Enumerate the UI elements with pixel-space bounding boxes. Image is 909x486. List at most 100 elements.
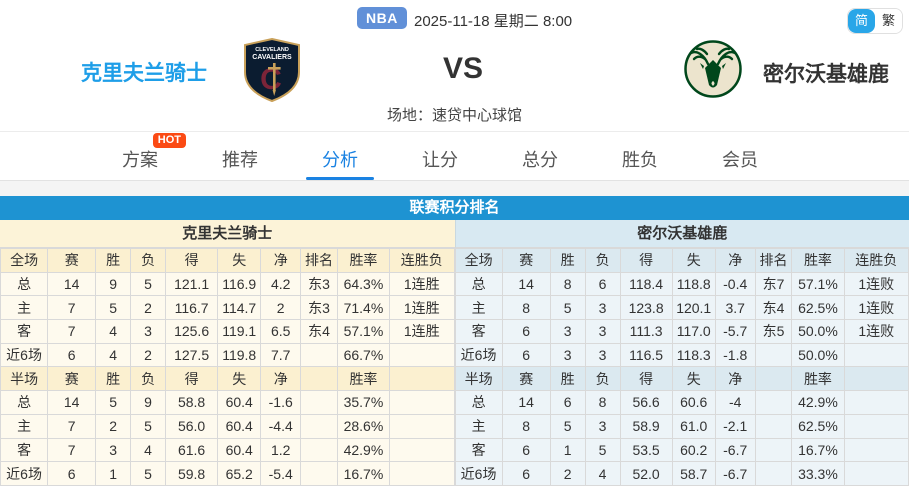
data-cell: 东4 bbox=[754, 295, 793, 321]
standings-away-header: 密尔沃基雄鹿 bbox=[454, 220, 909, 248]
table-header-row: 半场赛胜负得失净 胜率 bbox=[454, 366, 909, 392]
tab-recommend[interactable]: 推荐 bbox=[190, 132, 290, 180]
tab-totals[interactable]: 总分 bbox=[490, 132, 590, 180]
data-cell: 总 bbox=[454, 390, 503, 415]
header-cell: 胜 bbox=[549, 366, 586, 392]
data-cell: 116.7 bbox=[165, 295, 219, 321]
table-row: 主 7 5 2 116.7 114.7 2 东3 71.4% 1连胜 bbox=[0, 295, 455, 321]
data-cell bbox=[300, 413, 338, 439]
data-cell: 东7 bbox=[754, 271, 793, 297]
home-standings-table: 全场赛胜负得失净排名 胜率 连胜负总 14 9 5 121.1 116.9 4.2 东3 64.3%… bbox=[0, 248, 455, 486]
data-cell: 28.6% bbox=[336, 413, 391, 439]
data-cell: 60.2 bbox=[671, 437, 716, 463]
data-cell: 114.7 bbox=[217, 295, 262, 321]
data-cell: 1 bbox=[549, 437, 586, 463]
tab-label: 会员 bbox=[722, 150, 758, 170]
header-cell bbox=[843, 366, 909, 392]
tab-label: 方案 bbox=[122, 150, 158, 170]
header-cell: 负 bbox=[584, 248, 621, 273]
data-cell: 1连胜 bbox=[389, 295, 455, 321]
vs-label: VS bbox=[442, 52, 484, 85]
data-cell: 118.4 bbox=[619, 271, 673, 297]
data-cell: 5 bbox=[130, 271, 167, 297]
header-cell: 负 bbox=[130, 248, 167, 273]
data-cell: 5 bbox=[95, 390, 132, 415]
data-cell bbox=[843, 461, 909, 486]
header-cell: 赛 bbox=[501, 366, 551, 392]
lang-simplified-button[interactable]: 简 bbox=[848, 9, 875, 33]
league-badge: NBA bbox=[357, 7, 407, 29]
data-cell: 8 bbox=[549, 271, 586, 297]
data-cell: 60.4 bbox=[217, 437, 262, 463]
data-cell: 8 bbox=[584, 390, 621, 415]
data-cell: 8 bbox=[501, 295, 551, 321]
data-cell: 3 bbox=[584, 413, 621, 439]
table-row: 总 14 5 9 58.8 60.4 -1.6 35.7% bbox=[0, 390, 455, 415]
header-cell bbox=[754, 366, 793, 392]
data-cell: 119.1 bbox=[217, 319, 262, 344]
data-cell: 3 bbox=[584, 295, 621, 321]
data-cell bbox=[300, 342, 338, 368]
data-cell: 58.9 bbox=[619, 413, 673, 439]
data-cell bbox=[843, 437, 909, 463]
tab-plans[interactable]: 方案 HOT bbox=[90, 132, 190, 180]
data-cell: 14 bbox=[47, 390, 97, 415]
standings-team-headers: 克里夫兰骑士 密尔沃基雄鹿 bbox=[0, 220, 909, 248]
data-cell: 56.0 bbox=[165, 413, 219, 439]
svg-text:C: C bbox=[260, 63, 282, 96]
away-team-name[interactable]: 密尔沃基雄鹿 bbox=[763, 63, 889, 86]
header-cell: 全场 bbox=[454, 248, 503, 273]
data-cell: 123.8 bbox=[619, 295, 673, 321]
data-cell: 6 bbox=[501, 342, 551, 368]
data-cell: 57.1% bbox=[336, 319, 391, 344]
header-cell: 得 bbox=[165, 248, 219, 273]
data-cell bbox=[389, 461, 455, 486]
data-cell: 6 bbox=[47, 342, 97, 368]
tab-member[interactable]: 会员 bbox=[690, 132, 790, 180]
data-cell: 东5 bbox=[754, 319, 793, 344]
table-row: 主 7 2 5 56.0 60.4 -4.4 28.6% bbox=[0, 413, 455, 439]
header-cell: 全场 bbox=[0, 248, 49, 273]
data-cell: 7 bbox=[47, 319, 97, 344]
data-cell: 71.4% bbox=[336, 295, 391, 321]
data-cell: -4.4 bbox=[260, 413, 302, 439]
data-cell: 116.5 bbox=[619, 342, 673, 368]
data-cell: 2 bbox=[130, 295, 167, 321]
svg-text:CLEVELAND: CLEVELAND bbox=[255, 47, 289, 53]
header-cell: 得 bbox=[165, 366, 219, 392]
data-cell: 7 bbox=[47, 295, 97, 321]
data-cell: 6 bbox=[501, 437, 551, 463]
data-cell: 客 bbox=[0, 437, 49, 463]
tab-analysis[interactable]: 分析 bbox=[290, 132, 390, 180]
standings-tables: 全场赛胜负得失净排名 胜率 连胜负总 14 9 5 121.1 116.9 4.2 东3 64.3%… bbox=[0, 248, 909, 486]
data-cell: 116.9 bbox=[217, 271, 262, 297]
data-cell: 近6场 bbox=[0, 461, 49, 486]
header-cell bbox=[300, 366, 338, 392]
data-cell: 6.5 bbox=[260, 319, 302, 344]
data-cell: 主 bbox=[454, 413, 503, 439]
data-cell: 125.6 bbox=[165, 319, 219, 344]
header-cell: 排名 bbox=[300, 248, 338, 273]
data-cell: 2 bbox=[549, 461, 586, 486]
data-cell: -2.1 bbox=[714, 413, 756, 439]
data-cell: 42.9% bbox=[791, 390, 845, 415]
lang-traditional-button[interactable]: 繁 bbox=[875, 9, 902, 33]
table-row: 近6场 6 4 2 127.5 119.8 7.7 66.7% bbox=[0, 342, 455, 368]
header-cell: 失 bbox=[217, 248, 262, 273]
data-cell bbox=[843, 390, 909, 415]
tab-handicap[interactable]: 让分 bbox=[390, 132, 490, 180]
data-cell: 61.6 bbox=[165, 437, 219, 463]
data-cell: 7 bbox=[47, 413, 97, 439]
data-cell: 58.8 bbox=[165, 390, 219, 415]
data-cell: 2 bbox=[260, 295, 302, 321]
data-cell: 59.8 bbox=[165, 461, 219, 486]
table-row: 主 8 5 3 123.8 120.1 3.7 东4 62.5% 1连败 bbox=[454, 295, 909, 321]
header-cell: 胜率 bbox=[336, 248, 391, 273]
data-cell bbox=[754, 461, 793, 486]
data-cell: 1连胜 bbox=[389, 319, 455, 344]
data-cell: 5 bbox=[549, 413, 586, 439]
table-header-row: 全场赛胜负得失净排名 胜率 连胜负 bbox=[0, 248, 455, 273]
home-team-name[interactable]: 克里夫兰骑士 bbox=[81, 62, 207, 85]
tab-winlose[interactable]: 胜负 bbox=[590, 132, 690, 180]
